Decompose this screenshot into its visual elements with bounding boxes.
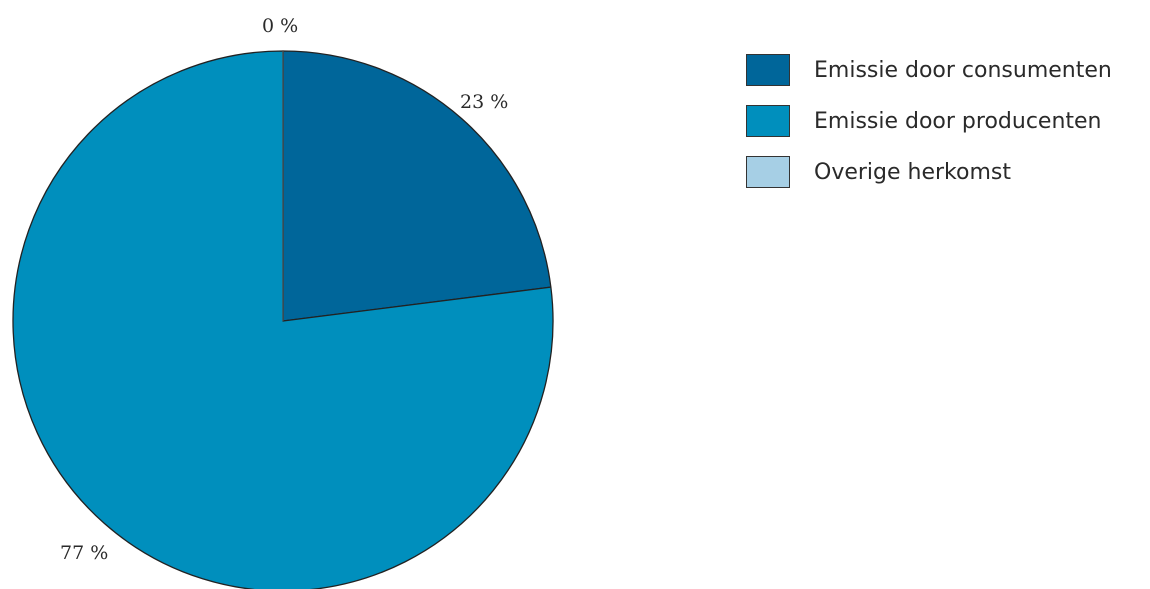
legend-item-consumenten: Emissie door consumenten (746, 52, 1112, 88)
legend: Emissie door consumenten Emissie door pr… (746, 52, 1112, 205)
pie-slices (12, 50, 554, 589)
legend-swatch-consumenten (746, 54, 790, 86)
legend-label-consumenten: Emissie door consumenten (814, 57, 1112, 83)
slice-label-overige: 0 % (262, 15, 298, 37)
legend-label-overige: Overige herkomst (814, 159, 1011, 185)
legend-label-producenten: Emissie door producenten (814, 108, 1102, 134)
legend-item-producenten: Emissie door producenten (746, 103, 1112, 139)
pie-slice-consumenten (282, 50, 552, 322)
legend-item-overige: Overige herkomst (746, 154, 1112, 190)
pie-chart: 23 % 77 % 0 % (12, 15, 554, 589)
legend-swatch-overige (746, 156, 790, 188)
legend-swatch-producenten (746, 105, 790, 137)
slice-label-producenten: 77 % (60, 542, 108, 564)
slice-label-consumenten: 23 % (460, 91, 508, 113)
